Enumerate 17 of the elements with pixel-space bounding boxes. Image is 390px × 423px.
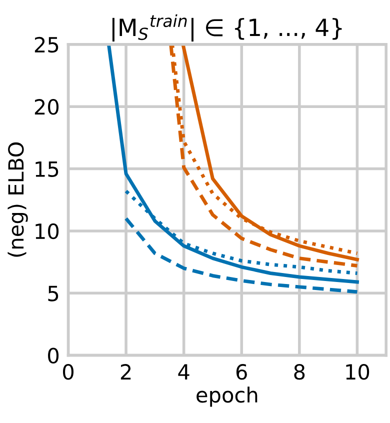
x-tick-label: 4 — [178, 364, 190, 380]
y-tick-label: 20 — [34, 99, 59, 115]
x-tick-label: 8 — [294, 364, 305, 380]
y-tick-label: 15 — [36, 162, 58, 177]
x-tick-label: 10 — [346, 364, 370, 380]
x-tick-label: 2 — [120, 364, 131, 380]
y-tick-label: 25 — [34, 36, 58, 53]
x-tick-label: 0 — [62, 364, 74, 380]
x-tick-label: 6 — [236, 364, 247, 380]
chart-title: |M$_{S}$$^{train}$| ∈ {1, ..., 4} — [112, 14, 342, 42]
y-tick-label: 10 — [36, 223, 59, 240]
y-axis-title: (neg) ELBO — [8, 142, 28, 257]
y-tick-label: 5 — [48, 286, 58, 302]
line-series — [124, 216, 359, 294]
y-tick-label: 0 — [48, 348, 59, 364]
x-axis-title: epoch — [196, 386, 258, 407]
line-series — [106, 44, 359, 284]
